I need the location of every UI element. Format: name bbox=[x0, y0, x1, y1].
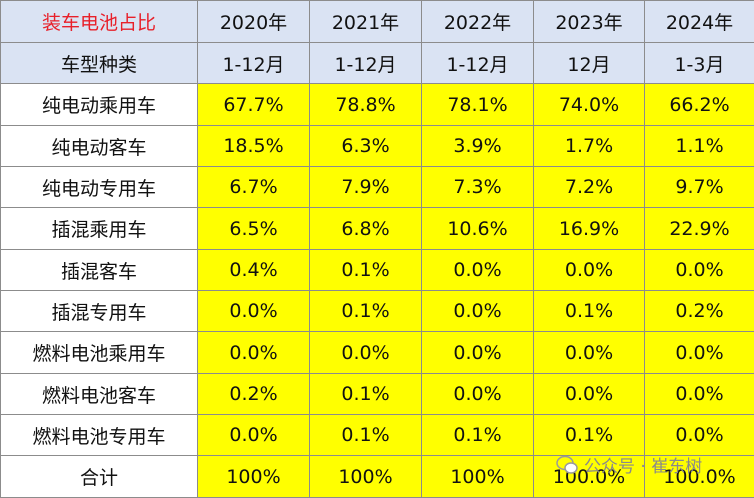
cell: 1.7% bbox=[534, 126, 645, 167]
cell: 0.1% bbox=[534, 415, 645, 456]
cell: 0.4% bbox=[198, 250, 310, 291]
row-label: 装车电池占比 bbox=[1, 1, 198, 43]
cell: 1.1% bbox=[645, 126, 754, 167]
cell: 6.3% bbox=[310, 126, 422, 167]
cell: 0.0% bbox=[534, 250, 645, 291]
cell: 0.1% bbox=[422, 415, 534, 456]
cell: 0.1% bbox=[534, 291, 645, 332]
cell: 7.2% bbox=[534, 167, 645, 208]
cell: 0.0% bbox=[198, 291, 310, 332]
cell: 0.0% bbox=[422, 250, 534, 291]
cell: 0.1% bbox=[310, 415, 422, 456]
row-label: 纯电动客车 bbox=[1, 126, 198, 167]
cell: 0.1% bbox=[310, 250, 422, 291]
watermark-text: 公众号 · 崔东树 bbox=[584, 452, 702, 477]
watermark: 公众号 · 崔东树 bbox=[556, 452, 702, 477]
cell: 6.5% bbox=[198, 208, 310, 250]
cell: 0.0% bbox=[534, 332, 645, 374]
cell: 100% bbox=[422, 456, 534, 498]
cell: 9.7% bbox=[645, 167, 754, 208]
cell: 16.9% bbox=[534, 208, 645, 250]
row-label: 车型种类 bbox=[1, 43, 198, 84]
cell: 3.9% bbox=[422, 126, 534, 167]
cell: 0.0% bbox=[198, 415, 310, 456]
row-label: 插混专用车 bbox=[1, 291, 198, 332]
cell: 2024年 bbox=[645, 1, 754, 43]
cell: 74.0% bbox=[534, 84, 645, 126]
row-label: 纯电动专用车 bbox=[1, 167, 198, 208]
row-label: 合计 bbox=[1, 456, 198, 498]
cell: 0.0% bbox=[422, 332, 534, 374]
cell: 0.0% bbox=[198, 332, 310, 374]
cell: 12月 bbox=[534, 43, 645, 84]
cell: 100% bbox=[310, 456, 422, 498]
cell: 78.8% bbox=[310, 84, 422, 126]
cell: 7.3% bbox=[422, 167, 534, 208]
cell: 0.0% bbox=[422, 291, 534, 332]
cell: 10.6% bbox=[422, 208, 534, 250]
row-label: 纯电动乘用车 bbox=[1, 84, 198, 126]
row-label: 燃料电池客车 bbox=[1, 374, 198, 415]
cell: 22.9% bbox=[645, 208, 754, 250]
row-label: 插混客车 bbox=[1, 250, 198, 291]
cell: 0.2% bbox=[645, 291, 754, 332]
cell: 1-12月 bbox=[198, 43, 310, 84]
cell: 67.7% bbox=[198, 84, 310, 126]
cell: 0.1% bbox=[310, 374, 422, 415]
cell: 66.2% bbox=[645, 84, 754, 126]
cell: 0.0% bbox=[422, 374, 534, 415]
cell: 0.0% bbox=[645, 332, 754, 374]
cell: 100% bbox=[198, 456, 310, 498]
cell: 1-12月 bbox=[310, 43, 422, 84]
cell: 78.1% bbox=[422, 84, 534, 126]
cell: 0.0% bbox=[310, 332, 422, 374]
cell: 6.7% bbox=[198, 167, 310, 208]
row-label: 燃料电池乘用车 bbox=[1, 332, 198, 374]
cell: 0.0% bbox=[534, 374, 645, 415]
cell: 7.9% bbox=[310, 167, 422, 208]
cell: 0.2% bbox=[198, 374, 310, 415]
cell: 1-12月 bbox=[422, 43, 534, 84]
row-label: 燃料电池专用车 bbox=[1, 415, 198, 456]
cell: 0.1% bbox=[310, 291, 422, 332]
cell: 1-3月 bbox=[645, 43, 754, 84]
cell: 0.0% bbox=[645, 250, 754, 291]
cell: 2022年 bbox=[422, 1, 534, 43]
cell: 6.8% bbox=[310, 208, 422, 250]
cell: 2023年 bbox=[534, 1, 645, 43]
wechat-icon bbox=[556, 455, 578, 475]
cell: 2020年 bbox=[198, 1, 310, 43]
cell: 0.0% bbox=[645, 415, 754, 456]
cell: 0.0% bbox=[645, 374, 754, 415]
row-label: 插混乘用车 bbox=[1, 208, 198, 250]
cell: 2021年 bbox=[310, 1, 422, 43]
cell: 18.5% bbox=[198, 126, 310, 167]
